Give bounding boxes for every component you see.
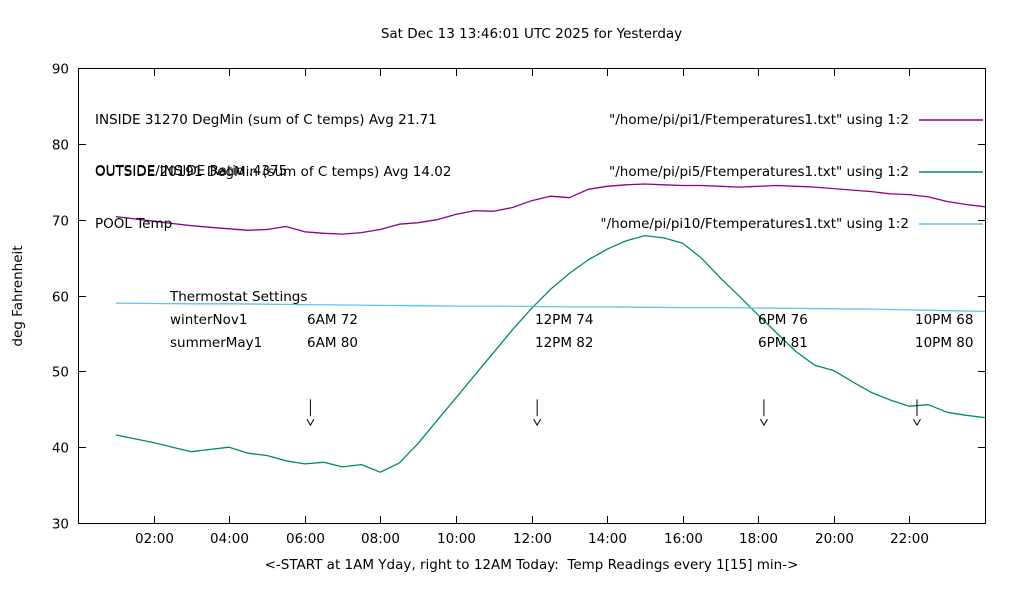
summer-6am-setting: 6AM 80	[307, 335, 358, 351]
legend: INSIDE 31270 DegMin (sum of C temps) Avg…	[95, 78, 985, 266]
legend-file-inside: "/home/pi/pi1/Ftemperatures1.txt" using …	[609, 112, 909, 128]
arrow-head-icon	[913, 418, 921, 427]
winter-6pm-setting: 6PM 76	[758, 312, 808, 328]
y-tick-label: 40	[52, 441, 69, 457]
x-tick-label: 14:00	[588, 531, 627, 547]
arrow-head-icon	[759, 418, 768, 427]
legend-label-inside: INSIDE 31270 DegMin (sum of C temps) Avg…	[95, 112, 437, 128]
x-tick-label: 10:00	[437, 531, 476, 547]
thermostat-row-winter-name: winterNov1	[170, 312, 248, 328]
legend-line-sample-inside	[919, 119, 983, 121]
y-tick-label: 60	[52, 290, 69, 306]
x-tick-label: 08:00	[361, 531, 400, 547]
outside-inside-ratio: OUTSIDE/INSIDE Ratio .4375	[95, 163, 288, 179]
legend-label-outside: OUTSIDE 20191 DegMin (sum of C temps) Av…	[95, 164, 452, 180]
x-tick-label: 18:00	[739, 531, 778, 547]
legend-line-sample-outside	[919, 171, 983, 173]
inside-series-line	[115, 183, 986, 235]
legend-file-outside: "/home/pi/pi5/Ftemperatures1.txt" using …	[609, 164, 909, 180]
arrow-head-icon	[533, 418, 542, 427]
x-axis-label: <-START at 1AM Yday, right to 12AM Today…	[264, 557, 799, 573]
y-tick-label: 50	[52, 365, 69, 381]
summer-6pm-setting: 6PM 81	[758, 335, 808, 351]
summer-10pm-setting: 10PM 80	[915, 335, 974, 351]
y-tick-label: 70	[52, 214, 69, 230]
chart-title: Sat Dec 13 13:46:01 UTC 2025 for Yesterd…	[380, 26, 683, 42]
y-tick-label: 80	[52, 138, 69, 154]
x-tick-label: 04:00	[210, 531, 249, 547]
x-tick-label: 06:00	[286, 531, 325, 547]
outside-series-line	[115, 234, 986, 473]
y-tick-label: 90	[52, 62, 69, 78]
legend-row-outside: OUTSIDE 20191 DegMin (sum of C temps) Av…	[95, 162, 985, 182]
legend-line-sample-pool	[919, 223, 983, 225]
x-tick-label: 12:00	[513, 531, 552, 547]
legend-file-pool: "/home/pi/pi10/Ftemperatures1.txt" using…	[600, 216, 909, 232]
thermostat-row-summer-name: summerMay1	[170, 335, 263, 351]
pool-series-line	[115, 302, 986, 313]
legend-row-inside: INSIDE 31270 DegMin (sum of C temps) Avg…	[95, 110, 985, 130]
y-tick-label: 30	[52, 517, 69, 533]
legend-row-pool: POOL Temp "/home/pi/pi10/Ftemperatures1.…	[95, 214, 985, 234]
arrow-head-icon	[306, 418, 315, 427]
summer-12pm-setting: 12PM 82	[535, 335, 594, 351]
thermostat-settings-title: Thermostat Settings	[170, 289, 308, 305]
winter-10pm-setting: 10PM 68	[915, 312, 974, 328]
winter-6am-setting: 6AM 72	[307, 312, 358, 328]
x-tick-label: 02:00	[135, 531, 174, 547]
x-tick-label: 22:00	[890, 531, 929, 547]
x-tick-label: 20:00	[815, 531, 854, 547]
winter-12pm-setting: 12PM 74	[535, 312, 594, 328]
plot-border	[78, 68, 986, 524]
legend-label-pool: POOL Temp	[95, 216, 173, 232]
x-tick-label: 16:00	[664, 531, 703, 547]
